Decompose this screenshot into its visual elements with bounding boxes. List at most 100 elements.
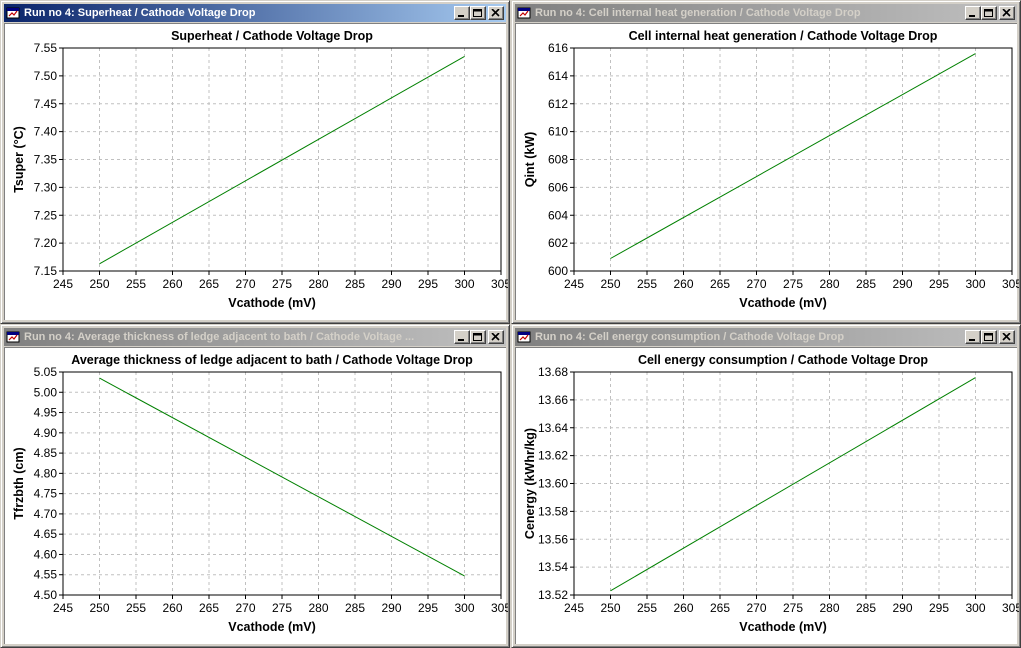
y-tick-label: 604 [548, 208, 568, 222]
x-tick-label: 265 [710, 277, 730, 291]
x-tick-label: 280 [819, 601, 839, 615]
x-tick-label: 305 [1002, 277, 1019, 291]
chart-window-ledge-thickness[interactable]: Run no 4: Average thickness of ledge adj… [0, 324, 510, 648]
y-tick-label: 7.40 [34, 125, 58, 139]
window-titlebar[interactable]: Run no 4: Cell energy consumption / Cath… [515, 328, 1017, 346]
x-tick-label: 255 [126, 601, 146, 615]
x-tick-label: 250 [89, 601, 109, 615]
window-titlebar[interactable]: Run no 4: Superheat / Cathode Voltage Dr… [4, 4, 506, 22]
series-line [99, 55, 465, 265]
y-tick-label: 4.70 [34, 507, 58, 521]
plot-frame [62, 371, 502, 596]
close-button[interactable] [488, 6, 504, 20]
close-icon [491, 333, 500, 341]
x-tick-label: 265 [199, 601, 219, 615]
line-chart: 245 250 255 260 265 270 275 280 285 290 295 300 305 7… [12, 29, 508, 310]
chart-window-internal-heat[interactable]: Run no 4: Cell internal heat generation … [511, 0, 1021, 324]
chart-title: Average thickness of ledge adjacent to b… [71, 353, 473, 367]
y-tick-label: 4.95 [34, 406, 58, 420]
close-button[interactable] [999, 330, 1015, 344]
maximize-icon [473, 9, 482, 17]
y-tick-label: 13.62 [538, 449, 568, 463]
y-tick-label: 4.50 [34, 588, 58, 602]
x-tick-label: 295 [929, 601, 949, 615]
minimize-button[interactable] [454, 6, 470, 20]
x-tick-label: 265 [710, 601, 730, 615]
minimize-icon [969, 15, 975, 17]
close-button[interactable] [999, 6, 1015, 20]
y-tick-label: 7.50 [34, 69, 58, 83]
y-tick-label: 13.64 [538, 421, 568, 435]
app-icon [6, 331, 20, 343]
chart-area: 245 250 255 260 265 270 275 280 285 290 295 300 305 1… [515, 347, 1019, 644]
series-line [610, 53, 976, 259]
y-axis-label: Tsuper (°C) [12, 126, 26, 193]
y-tick-label: 610 [548, 125, 568, 139]
close-button[interactable] [488, 330, 504, 344]
x-tick-label: 260 [162, 601, 182, 615]
y-tick-label: 7.30 [34, 180, 58, 194]
app-icon [6, 7, 20, 19]
minimize-icon [969, 339, 975, 341]
y-tick-label: 13.52 [538, 588, 568, 602]
x-tick-label: 270 [746, 601, 766, 615]
line-chart: 245 250 255 260 265 270 275 280 285 290 295 300 305 1… [523, 353, 1019, 634]
maximize-button[interactable] [981, 330, 997, 344]
series-line [99, 377, 465, 577]
line-chart: 245 250 255 260 265 270 275 280 285 290 295 300 305 4… [12, 353, 508, 634]
x-axis-label: Vcathode (mV) [228, 296, 316, 310]
y-tick-label: 7.35 [34, 153, 58, 167]
window-title: Run no 4: Cell internal heat generation … [535, 7, 861, 19]
y-tick-label: 4.90 [34, 426, 58, 440]
x-tick-label: 245 [53, 277, 73, 291]
x-tick-label: 275 [272, 277, 292, 291]
chart-area: 245 250 255 260 265 270 275 280 285 290 295 300 305 6… [515, 23, 1019, 320]
y-axis-label: Tfrzbth (cm) [12, 447, 26, 519]
y-tick-label: 7.15 [34, 264, 58, 278]
x-tick-label: 290 [381, 601, 401, 615]
y-tick-label: 4.65 [34, 527, 58, 541]
maximize-button[interactable] [470, 6, 486, 20]
x-tick-label: 275 [783, 601, 803, 615]
x-tick-label: 275 [272, 601, 292, 615]
minimize-button[interactable] [454, 330, 470, 344]
y-tick-label: 13.66 [538, 393, 568, 407]
y-tick-label: 606 [548, 180, 568, 194]
minimize-icon [458, 339, 464, 341]
y-tick-label: 4.75 [34, 487, 58, 501]
window-title: Run no 4: Superheat / Cathode Voltage Dr… [24, 7, 256, 19]
x-tick-label: 300 [965, 601, 985, 615]
minimize-button[interactable] [965, 330, 981, 344]
x-tick-label: 300 [965, 277, 985, 291]
chart-window-superheat[interactable]: Run no 4: Superheat / Cathode Voltage Dr… [0, 0, 510, 324]
window-titlebar[interactable]: Run no 4: Average thickness of ledge adj… [4, 328, 506, 346]
x-tick-label: 305 [491, 277, 508, 291]
x-tick-label: 250 [89, 277, 109, 291]
minimize-button[interactable] [965, 6, 981, 20]
window-titlebar[interactable]: Run no 4: Cell internal heat generation … [515, 4, 1017, 22]
x-tick-label: 280 [819, 277, 839, 291]
x-tick-label: 245 [53, 601, 73, 615]
chart-title: Cell internal heat generation / Cathode … [629, 29, 938, 43]
x-tick-label: 300 [454, 277, 474, 291]
x-tick-label: 245 [564, 601, 584, 615]
maximize-button[interactable] [981, 6, 997, 20]
maximize-button[interactable] [470, 330, 486, 344]
y-tick-label: 608 [548, 153, 568, 167]
x-tick-label: 305 [1002, 601, 1019, 615]
x-tick-label: 265 [199, 277, 219, 291]
maximize-icon [984, 333, 993, 341]
window-title: Run no 4: Average thickness of ledge adj… [24, 331, 415, 343]
chart-window-energy-consumption[interactable]: Run no 4: Cell energy consumption / Cath… [511, 324, 1021, 648]
y-tick-label: 13.68 [538, 365, 568, 379]
x-tick-label: 300 [454, 601, 474, 615]
x-tick-label: 290 [892, 277, 912, 291]
x-tick-label: 295 [929, 277, 949, 291]
y-tick-label: 602 [548, 236, 568, 250]
y-tick-label: 13.56 [538, 532, 568, 546]
x-tick-label: 270 [746, 277, 766, 291]
x-tick-label: 270 [235, 277, 255, 291]
y-tick-label: 4.55 [34, 568, 58, 582]
x-axis-label: Vcathode (mV) [739, 296, 827, 310]
y-tick-label: 13.54 [538, 560, 568, 574]
